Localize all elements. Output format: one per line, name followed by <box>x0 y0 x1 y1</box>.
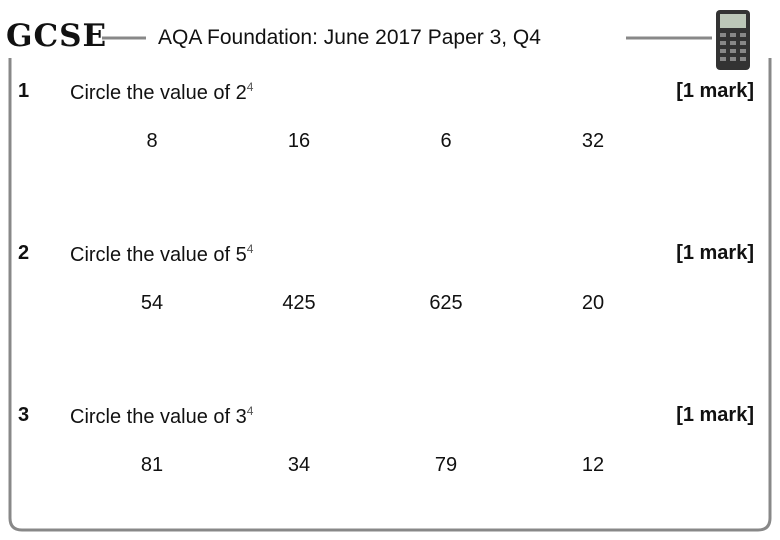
question-text: Circle the value of 34 <box>70 404 253 429</box>
exponent: 4 <box>246 242 254 256</box>
option: 12 <box>581 454 605 476</box>
option: 625 <box>429 292 463 314</box>
marks: [1 mark] <box>676 242 754 264</box>
option: 8 <box>146 130 158 152</box>
logo: GCSE <box>6 18 108 54</box>
option: 16 <box>287 130 311 152</box>
option: 20 <box>581 292 605 314</box>
exponent: 4 <box>246 404 254 418</box>
question-stem: Circle the value of 5 <box>70 244 247 266</box>
option: 79 <box>434 454 458 476</box>
question-text: Circle the value of 54 <box>70 242 253 267</box>
question-number: 1 <box>18 80 30 102</box>
title: AQA Foundation: June 2017 Paper 3, Q4 <box>158 26 541 49</box>
option: 6 <box>440 130 452 152</box>
marks: [1 mark] <box>676 80 754 102</box>
option: 34 <box>287 454 311 476</box>
option: 32 <box>581 130 605 152</box>
question-number: 2 <box>18 242 30 264</box>
calculator-icon <box>716 10 750 70</box>
question-number: 3 <box>18 404 30 426</box>
question-stem: Circle the value of 2 <box>70 82 247 104</box>
exponent: 4 <box>246 80 254 94</box>
option: 425 <box>282 292 316 314</box>
question-stem: Circle the value of 3 <box>70 406 247 428</box>
option: 54 <box>140 292 164 314</box>
question-text: Circle the value of 24 <box>70 80 253 105</box>
marks: [1 mark] <box>676 404 754 426</box>
option: 81 <box>140 454 164 476</box>
